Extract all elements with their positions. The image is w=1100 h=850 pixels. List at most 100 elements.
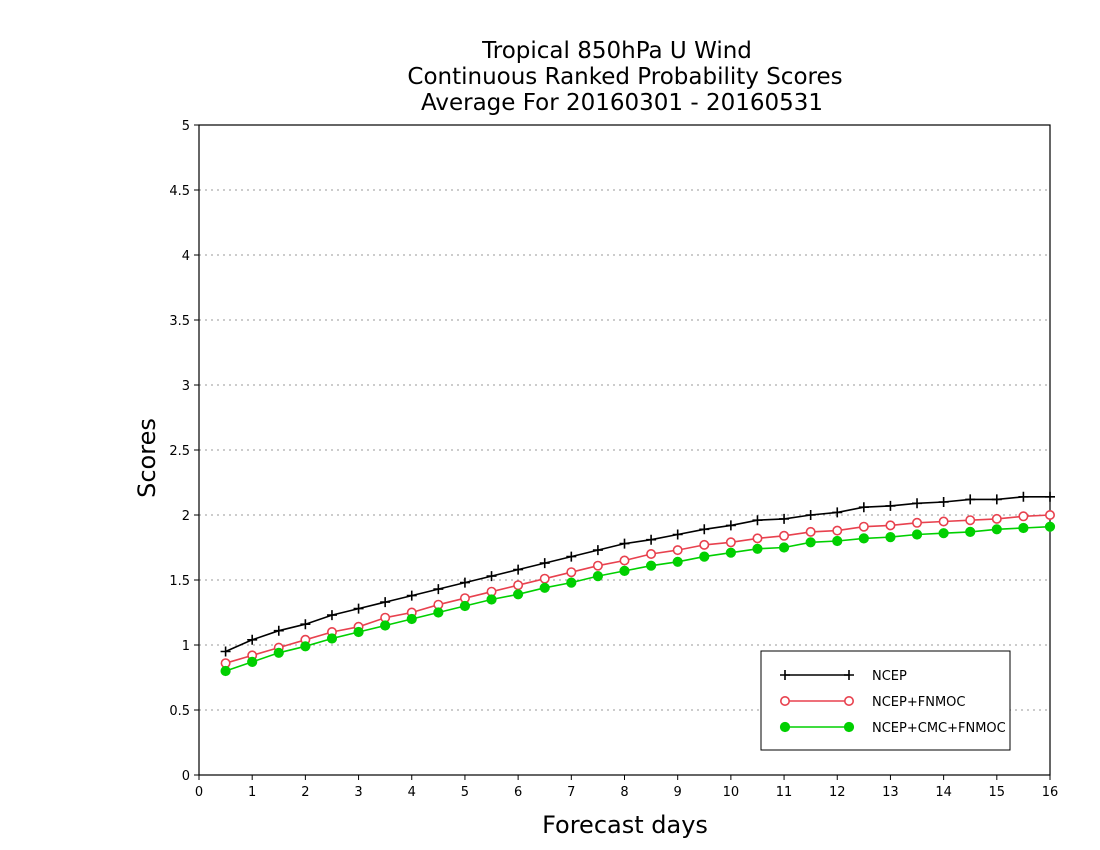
point-ncep-cmc-fnmoc-25 — [885, 532, 896, 543]
point-ncep-26 — [912, 498, 923, 509]
point-ncep-cmc-fnmoc-0 — [220, 665, 231, 677]
point-ncep-4 — [326, 610, 337, 621]
point-ncep-cmc-fnmoc-12 — [539, 582, 550, 593]
point-ncep-cmc-fnmoc-10 — [486, 594, 497, 605]
point-ncep-8 — [433, 584, 444, 595]
point-ncep-21 — [779, 513, 790, 524]
point-ncep-cmc-fnmoc-14 — [592, 571, 604, 582]
point-ncep-1 — [247, 634, 258, 645]
point-ncep-cmc-fnmoc-21 — [778, 542, 790, 553]
point-ncep-fnmoc-25 — [885, 520, 896, 531]
point-ncep-cmc-fnmoc-28 — [965, 526, 976, 538]
point-ncep-fnmoc-22 — [805, 526, 816, 537]
legend-entry-ncep: NCEP — [780, 669, 907, 684]
x-tick-label-16: 16 — [1042, 785, 1059, 800]
y-tick-label-2.5: 2.5 — [169, 444, 190, 459]
point-ncep-cmc-fnmoc-31 — [1044, 521, 1056, 532]
legend-marker-end-ncep-cmc-fnmoc — [843, 721, 855, 733]
title-line-1: Tropical 850hPa U Wind — [481, 38, 752, 64]
point-ncep-fnmoc-27 — [938, 516, 949, 527]
y-tick-label-5: 5 — [182, 119, 190, 134]
point-ncep-cmc-fnmoc-30 — [1018, 522, 1029, 534]
point-ncep-cmc-fnmoc-7 — [406, 613, 417, 625]
x-tick-label-6: 6 — [514, 785, 522, 800]
point-ncep-28 — [965, 494, 976, 505]
point-ncep-cmc-fnmoc-26 — [911, 529, 923, 540]
y-tick-label-2: 2 — [182, 509, 190, 524]
point-ncep-fnmoc-16 — [646, 548, 657, 559]
point-ncep-15 — [619, 538, 630, 549]
x-tick-label-0: 0 — [195, 785, 203, 800]
point-ncep-27 — [938, 497, 949, 507]
legend-label-ncep: NCEP — [872, 669, 907, 684]
point-ncep-25 — [885, 500, 896, 511]
point-ncep-5 — [353, 603, 364, 614]
legend: NCEP NCEP+FNMOC NCEP+CMC+FNMOC — [760, 650, 1011, 751]
x-tick-label-7: 7 — [567, 785, 575, 800]
point-ncep-19 — [725, 520, 736, 531]
point-ncep-fnmoc-24 — [858, 521, 869, 532]
gridlines — [199, 189, 1050, 711]
point-ncep-fnmoc-15 — [619, 555, 630, 566]
series-ncep-cmc-fnmoc — [220, 521, 1056, 677]
series-ncep — [220, 491, 1055, 657]
point-ncep-cmc-fnmoc-18 — [699, 551, 710, 562]
x-tick-label-1: 1 — [248, 785, 256, 800]
point-ncep-fnmoc-23 — [832, 525, 843, 536]
point-ncep-cmc-fnmoc-19 — [725, 547, 736, 558]
legend-marker-end-ncep-fnmoc — [843, 695, 854, 706]
legend-marker-end-ncep — [844, 670, 854, 680]
point-ncep-0 — [220, 646, 231, 657]
point-ncep-fnmoc-14 — [592, 560, 603, 571]
series-line-ncep-fnmoc — [225, 514, 1051, 664]
y-tick-label-3: 3 — [182, 379, 190, 394]
legend-marker-start-ncep-cmc-fnmoc — [779, 721, 791, 733]
point-ncep-30 — [1018, 491, 1029, 502]
point-ncep-cmc-fnmoc-13 — [566, 577, 577, 588]
x-tick-label-15: 15 — [989, 785, 1006, 800]
y-tick-label-4.5: 4.5 — [169, 184, 190, 199]
point-ncep-7 — [406, 590, 417, 601]
legend-entry-ncep-cmc-fnmoc: NCEP+CMC+FNMOC — [779, 721, 1006, 736]
point-ncep-12 — [539, 558, 550, 569]
series-line-ncep-cmc-fnmoc — [225, 525, 1051, 672]
point-ncep-23 — [832, 507, 843, 518]
legend-label-ncep-fnmoc: NCEP+FNMOC — [872, 695, 965, 710]
point-ncep-cmc-fnmoc-17 — [672, 556, 683, 567]
point-ncep-fnmoc-26 — [912, 517, 923, 528]
point-ncep-fnmoc-13 — [566, 567, 577, 578]
point-ncep-fnmoc-21 — [779, 530, 790, 541]
y-tick-label-0.5: 0.5 — [169, 704, 190, 719]
point-ncep-cmc-fnmoc-16 — [645, 560, 657, 571]
point-ncep-cmc-fnmoc-20 — [752, 543, 763, 554]
point-ncep-29 — [991, 494, 1002, 505]
point-ncep-cmc-fnmoc-11 — [513, 589, 524, 600]
y-tick-label-0: 0 — [182, 769, 190, 784]
point-ncep-fnmoc-18 — [699, 539, 710, 550]
x-tick-label-10: 10 — [723, 785, 740, 800]
point-ncep-fnmoc-12 — [539, 573, 550, 584]
point-ncep-cmc-fnmoc-22 — [805, 537, 816, 548]
point-ncep-cmc-fnmoc-5 — [353, 626, 364, 638]
point-ncep-9 — [459, 577, 470, 588]
point-ncep-18 — [699, 524, 710, 535]
point-ncep-cmc-fnmoc-6 — [380, 620, 391, 631]
point-ncep-17 — [672, 529, 683, 540]
point-ncep-fnmoc-20 — [752, 533, 763, 544]
point-ncep-fnmoc-11 — [513, 580, 524, 591]
point-ncep-cmc-fnmoc-29 — [991, 524, 1002, 535]
x-axis-label: Forecast days — [542, 811, 708, 839]
point-ncep-cmc-fnmoc-9 — [459, 600, 471, 612]
y-tick-label-3.5: 3.5 — [169, 314, 190, 329]
point-ncep-fnmoc-28 — [965, 515, 976, 526]
point-ncep-cmc-fnmoc-24 — [858, 533, 869, 544]
legend-marker-start-ncep — [780, 670, 790, 680]
point-ncep-cmc-fnmoc-2 — [273, 647, 284, 658]
point-ncep-fnmoc-17 — [672, 545, 683, 556]
point-ncep-13 — [566, 551, 577, 562]
x-tick-label-9: 9 — [674, 785, 682, 800]
y-tick-label-4: 4 — [182, 249, 190, 264]
x-tick-label-8: 8 — [620, 785, 628, 800]
point-ncep-cmc-fnmoc-1 — [247, 656, 258, 668]
